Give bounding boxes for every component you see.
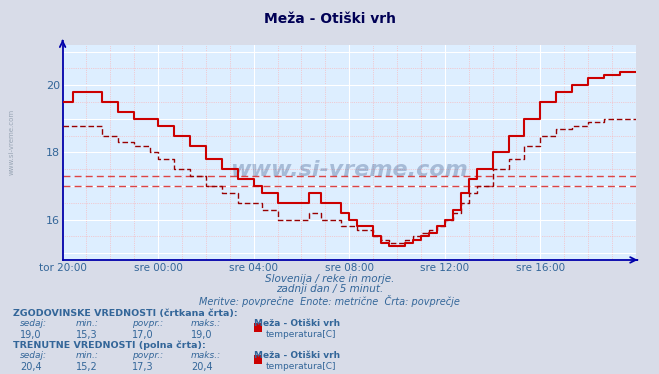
Text: ZGODOVINSKE VREDNOSTI (črtkana črta):: ZGODOVINSKE VREDNOSTI (črtkana črta): — [13, 309, 238, 318]
Text: Meritve: povprečne  Enote: metrične  Črta: povprečje: Meritve: povprečne Enote: metrične Črta:… — [199, 295, 460, 307]
Text: povpr.:: povpr.: — [132, 351, 163, 360]
Text: maks.:: maks.: — [191, 351, 221, 360]
Text: Slovenija / reke in morje.: Slovenija / reke in morje. — [265, 274, 394, 284]
Text: temperatura[C]: temperatura[C] — [266, 362, 336, 371]
Text: 20,4: 20,4 — [191, 362, 213, 372]
Text: sedaj:: sedaj: — [20, 351, 47, 360]
Text: 17,0: 17,0 — [132, 330, 154, 340]
Text: Meža - Otiški vrh: Meža - Otiški vrh — [254, 351, 340, 360]
Text: 20,4: 20,4 — [20, 362, 42, 372]
Text: sedaj:: sedaj: — [20, 319, 47, 328]
Text: Meža - Otiški vrh: Meža - Otiški vrh — [264, 12, 395, 26]
Text: 15,2: 15,2 — [76, 362, 98, 372]
Text: www.si-vreme.com: www.si-vreme.com — [231, 160, 468, 180]
Text: zadnji dan / 5 minut.: zadnji dan / 5 minut. — [276, 284, 383, 294]
Text: min.:: min.: — [76, 319, 99, 328]
Text: 19,0: 19,0 — [20, 330, 42, 340]
Text: 15,3: 15,3 — [76, 330, 98, 340]
Text: www.si-vreme.com: www.si-vreme.com — [9, 109, 14, 175]
Text: povpr.:: povpr.: — [132, 319, 163, 328]
Text: min.:: min.: — [76, 351, 99, 360]
Text: maks.:: maks.: — [191, 319, 221, 328]
Text: 19,0: 19,0 — [191, 330, 213, 340]
Text: TRENUTNE VREDNOSTI (polna črta):: TRENUTNE VREDNOSTI (polna črta): — [13, 340, 206, 350]
Text: Meža - Otiški vrh: Meža - Otiški vrh — [254, 319, 340, 328]
Text: 17,3: 17,3 — [132, 362, 154, 372]
Text: temperatura[C]: temperatura[C] — [266, 330, 336, 339]
